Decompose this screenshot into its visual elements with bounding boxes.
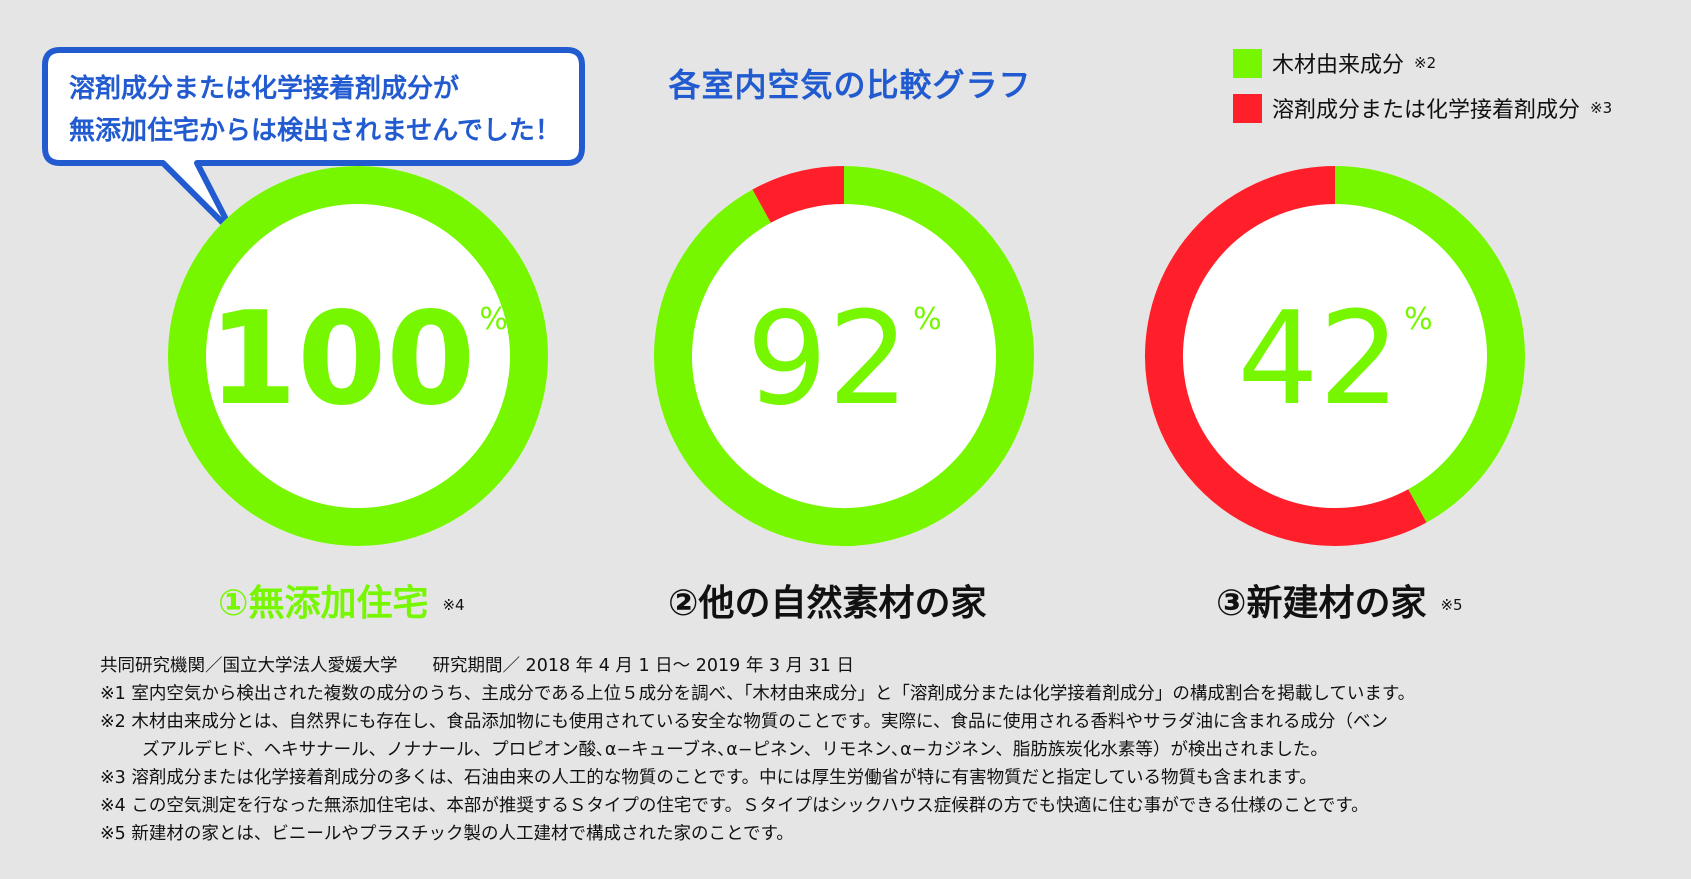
house-label-2: ②他の自然素材の家 — [668, 574, 986, 626]
donut-2-background — [654, 166, 1034, 546]
donut-1-wood-slice — [168, 166, 548, 546]
donut-3-background — [1145, 166, 1525, 546]
legend-item-wood: 木材由来成分 ※2 — [1233, 47, 1436, 79]
donut-2-value: 92% — [694, 296, 994, 424]
footnote-3: ※3 溶剤成分または化学接着剤成分の多くは、石油由来の人工的な物質のことです。中… — [100, 768, 1317, 788]
donut-3-solvent-slice — [1145, 166, 1427, 546]
legend-label: 溶剤成分または化学接着剤成分 — [1272, 98, 1581, 123]
house-label-3: ③新建材の家 ※5 — [1216, 574, 1463, 626]
footnotes: 共同研究機関／国立大学法人愛媛大学 研究期間／ 2018 年 4 月 1 日～ … — [100, 652, 1415, 848]
donut-3-value: 42% — [1185, 296, 1485, 424]
legend-note: ※3 — [1590, 99, 1613, 117]
speech-bubble — [42, 47, 585, 236]
legend-item-solvent: 溶剤成分または化学接着剤成分 ※3 — [1233, 92, 1612, 124]
value-unit: % — [479, 302, 508, 337]
footnote-2: ※2 木材由来成分とは、自然界にも存在し、食品添加物にも使用されている安全な物質… — [100, 712, 1389, 732]
bubble-text-line-1: 溶剤成分または化学接着剤成分が — [69, 74, 460, 104]
value-unit: % — [1404, 302, 1433, 337]
bubble-text-line-2: 無添加住宅からは検出されませんでした！ — [69, 116, 561, 146]
legend-note: ※2 — [1414, 54, 1437, 72]
house-label-note: ※5 — [1440, 596, 1463, 614]
research-info: 共同研究機関／国立大学法人愛媛大学 研究期間／ 2018 年 4 月 1 日～ … — [100, 656, 854, 676]
donut-3-wood-slice — [1334, 166, 1525, 523]
footnote-2-cont: ズアルデヒド、ヘキサナール、ノナナール、プロピオン酸､α−キューブネ､α−ピネン… — [142, 740, 1328, 760]
value-number: 92 — [746, 285, 910, 434]
donut-2-wood-slice — [654, 166, 1034, 546]
legend-label: 木材由来成分 — [1272, 53, 1405, 78]
chart-title: 各室内空気の比較グラフ — [668, 66, 1032, 104]
legend-swatch-green — [1233, 48, 1262, 78]
house-label-text: ①無添加住宅 — [218, 583, 429, 624]
house-label-1: ①無添加住宅 ※4 — [218, 574, 465, 626]
donut-1-value: 100% — [208, 296, 508, 424]
value-unit: % — [913, 302, 942, 337]
value-number: 100 — [208, 285, 476, 434]
house-label-note: ※4 — [442, 596, 465, 614]
donut-1-background — [168, 166, 548, 546]
house-label-text: ②他の自然素材の家 — [668, 583, 987, 624]
footnote-4: ※4 この空気測定を行なった無添加住宅は、本部が推奨するＳタイプの住宅です。Ｓタ… — [100, 796, 1369, 816]
footnote-1: ※1 室内空気から検出された複数の成分のうち、主成分である上位５成分を調べ、「木… — [100, 684, 1416, 704]
legend-swatch-red — [1233, 93, 1262, 123]
footnote-5: ※5 新建材の家とは、ビニールやプラスチック製の人工建材で構成された家のことです… — [100, 824, 794, 844]
donut-2-solvent-slice — [752, 166, 845, 224]
value-number: 42 — [1237, 285, 1401, 434]
house-label-text: ③新建材の家 — [1216, 583, 1427, 624]
